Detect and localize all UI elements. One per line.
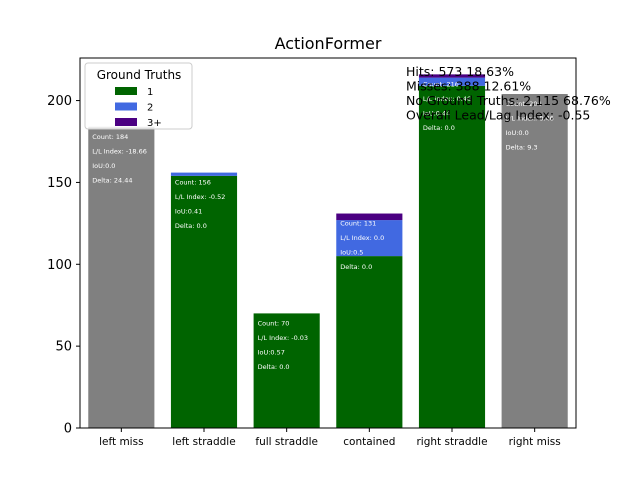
x-tick-label: right miss [509,436,561,448]
bar-segment [418,74,486,78]
bar-data-label: L/L Index: 0.0 [340,234,384,242]
y-tick-label: 100 [47,258,72,273]
bar-segment [336,256,403,428]
bar-data-label: IoU:0.41 [175,208,202,216]
x-tick-label: left straddle [172,436,235,448]
legend: Ground Truths 1 2 3+ [84,62,193,130]
bar-data-label: L/L Index: -18.66 [92,147,147,155]
bar-segment [501,94,568,428]
y-tick-label: 200 [47,94,72,109]
bar-data-label: Delta: 0.0 [258,363,290,371]
annotations: Hits: 573 18.63%Misses: 388 12.61%No Gro… [406,64,611,123]
bar-data-label: Count: 131 [340,220,376,228]
bar-segment [336,213,403,221]
y-tick-label: 150 [47,176,72,191]
bar-data-label: Count: 156 [175,179,211,187]
bar-data-label: IoU:0.0 [506,129,529,137]
bar-segment [170,175,238,428]
bar-data-label: L/L Index: 8.46 [506,115,554,123]
bar-data-label: Count: 70 [258,319,290,327]
bar-data-label: IoU:0.0 [92,162,115,170]
bar-data-label: L/L Index: 0.46 [423,95,471,103]
bar-data-label: Count: 184 [92,133,128,141]
bar-segment [88,126,155,429]
x-tick-label: left miss [99,436,143,448]
x-tick-label: right straddle [416,436,487,448]
legend-title: Ground Truths [97,68,182,82]
bar-data-label: IoU:0.57 [258,348,285,356]
bar-segment [253,313,320,428]
chart-title: ActionFormer [275,34,382,53]
bar-data-label: Delta: 0.0 [340,263,372,271]
x-tick-label: full straddle [255,436,318,448]
legend-swatch [115,118,137,126]
summary-annotation: Misses: 388 12.61% [406,79,531,94]
plot-frame [79,57,577,429]
bar-data-label: L/L Index: -0.03 [258,334,308,342]
bar-data-label: Count: 216 [423,80,459,88]
bar-data-label: IoU:0.44 [423,109,450,117]
bar-data-label: Delta: 0.0 [175,222,207,230]
legend-entries: 1 2 3+ [115,87,162,129]
bars-layer [88,74,568,429]
y-tick-label: 0 [64,422,72,437]
axes-layer: left miss left straddle full straddle conta… [47,94,561,448]
bar-segment [336,220,403,257]
legend-frame [84,62,193,130]
summary-annotation: Overall Lead/Lag Index: -0.55 [406,108,590,123]
summary-annotation: No Ground Truths: 2,115 68.76% [406,93,611,108]
bar-data-label: IoU:0.5 [340,249,363,257]
bar-data-label: Delta: 0.0 [423,124,455,132]
bar-segment [170,172,238,176]
summary-annotation: Hits: 573 18.63% [406,64,514,79]
legend-swatch [115,102,137,111]
bar-data-label: Count: 204 [506,100,542,108]
legend-entry-label: 1 [147,87,153,98]
bar-segment [418,77,486,86]
bar-segment [418,85,486,429]
x-tick-label: contained [343,436,395,448]
bar-labels-layer: Count: 184 L/L Index: -18.66 IoU:0.0 Delta:… [92,80,553,371]
legend-entry-label: 3+ [147,118,162,129]
bar-data-label: Delta: 9.3 [506,144,538,152]
bar-data-label: Delta: 24.44 [92,176,132,184]
y-tick-label: 50 [55,340,72,355]
legend-swatch [115,87,137,95]
bar-data-label: L/L Index: -0.52 [175,193,225,201]
legend-entry-label: 2 [147,103,153,114]
